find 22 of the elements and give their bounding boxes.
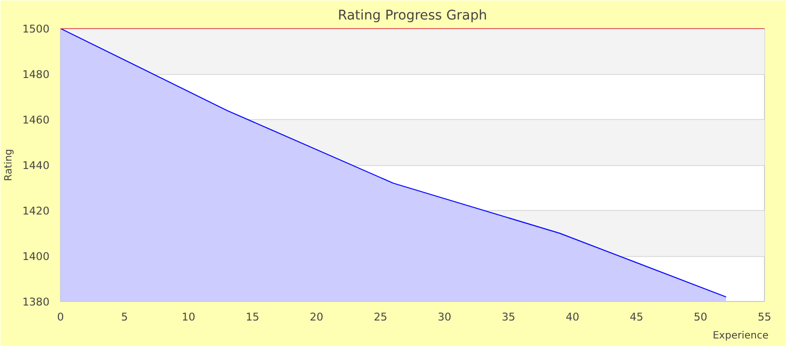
- x-tick-label: 55: [758, 310, 772, 324]
- x-tick-label: 10: [182, 310, 196, 324]
- y-tick-label: 1480: [22, 68, 50, 81]
- x-tick-label: 5: [121, 310, 128, 324]
- chart-title: Rating Progress Graph: [338, 8, 488, 24]
- x-tick-label: 20: [310, 310, 324, 324]
- y-axis-title: Rating: [3, 148, 14, 182]
- x-axis-title: Experience: [712, 330, 769, 342]
- x-tick-label: 45: [630, 310, 644, 324]
- y-tick-label: 1460: [22, 114, 50, 126]
- x-tick-label: 25: [374, 310, 388, 324]
- x-tick-label: 30: [438, 310, 452, 324]
- y-tick-label: 1400: [22, 250, 50, 263]
- x-tick-label: 15: [246, 310, 260, 324]
- y-tick-label: 1420: [22, 204, 50, 218]
- y-tick-label: 1440: [22, 159, 50, 172]
- x-tick-label: 0: [57, 310, 64, 324]
- y-tick-label: 1380: [22, 296, 50, 308]
- x-tick-label: 35: [502, 310, 516, 324]
- x-tick-label: 40: [566, 310, 580, 324]
- y-tick-label: 1500: [22, 22, 50, 36]
- x-tick-label: 50: [694, 310, 708, 324]
